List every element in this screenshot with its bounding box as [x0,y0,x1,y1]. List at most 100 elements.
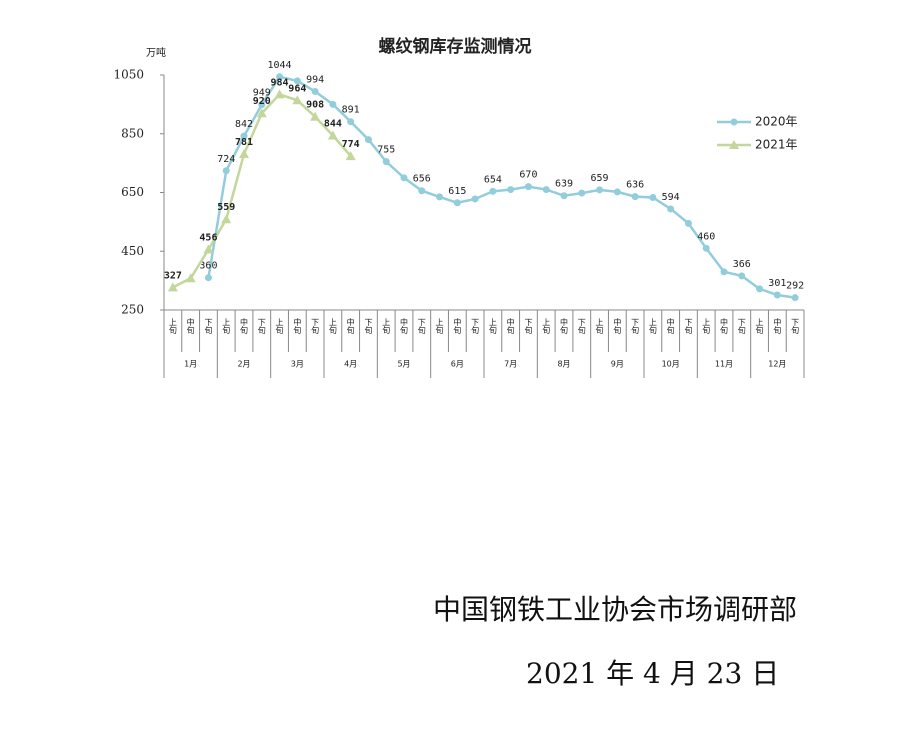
group-label: 2月 [237,360,250,369]
data-label: 949 [253,88,271,99]
data-label: 781 [235,137,253,148]
x-tick-label: 下旬 [524,318,533,335]
x-tick-label: 下旬 [737,318,746,335]
point [311,87,319,95]
point [329,100,337,108]
point [596,186,604,194]
x-tick-label: 中旬 [346,317,355,335]
point [773,291,781,299]
x-tick-label: 上旬 [755,318,764,335]
x-tick-label: 下旬 [257,318,266,335]
data-label: 456 [199,232,217,243]
point [256,108,267,118]
data-label: 842 [235,119,253,130]
x-tick-label: 上旬 [542,318,551,335]
point [720,268,728,276]
data-label: 724 [217,154,235,165]
data-label: 844 [324,119,342,130]
group-label: 5月 [397,360,410,369]
x-tick-label: 中旬 [720,317,729,335]
x-tick-label: 下旬 [577,318,586,335]
point [453,199,461,207]
point [167,282,178,292]
point [222,167,230,175]
point [436,193,444,201]
x-tick-label: 上旬 [648,318,657,335]
x-tick-label: 下旬 [204,318,213,335]
point [310,111,321,121]
point [684,219,692,227]
point [649,193,657,201]
data-label: 636 [626,180,644,191]
y-tick-label: 850 [121,126,144,140]
x-tick-label: 中旬 [506,317,515,335]
legend-marker [729,140,739,149]
data-label: 670 [519,170,537,181]
data-label: 656 [413,174,431,185]
point [382,158,390,166]
point [667,205,675,213]
point [258,101,266,109]
point [345,151,356,161]
data-label: 774 [342,139,360,150]
legend-label: 2020年 [755,115,798,129]
group-label: 7月 [504,360,517,369]
chart-title: 螺纹钢库存监测情况 [379,36,532,57]
point [524,183,532,191]
x-tick-label: 上旬 [222,318,231,335]
x-tick-label: 中旬 [400,317,409,335]
point [560,192,568,200]
data-label: 639 [555,179,573,190]
x-tick-label: 上旬 [488,318,497,335]
y-tick-label: 650 [121,185,144,199]
point [204,274,212,282]
x-tick-label: 上旬 [275,318,284,335]
point [364,136,372,144]
data-label: 559 [217,202,235,213]
point [274,89,285,99]
x-tick-label: 上旬 [702,318,711,335]
data-label: 366 [733,259,751,270]
data-label: 964 [288,83,306,94]
x-tick-label: 下旬 [311,318,320,335]
x-tick-label: 上旬 [435,318,444,335]
data-label: 360 [199,261,217,272]
legend-label: 2021年 [755,138,798,152]
x-tick-label: 中旬 [186,317,195,335]
group-label: 11月 [715,360,733,369]
chart: 螺纹钢库存监测情况 万吨 2504506508501050上旬 中旬 下旬 上旬 中旬下… [113,36,805,378]
series-line [207,75,796,299]
data-label: 659 [591,173,609,184]
data-label: 984 [271,77,289,88]
x-tick-label: 下旬 [417,318,426,335]
x-tick-label: 上旬 [382,318,391,335]
x-tick-label: 下旬 [471,318,480,335]
data-label: 327 [164,270,182,281]
group-label: 3月 [291,360,304,369]
x-tick-label: 中旬 [453,317,462,335]
data-label: 1044 [268,60,292,71]
data-label: 292 [786,281,804,292]
data-label: 891 [342,105,360,116]
point [400,174,408,182]
data-label: 755 [377,145,395,156]
point [702,244,710,252]
point [578,189,586,197]
data-label: 920 [253,96,271,107]
x-tick-label: 下旬 [684,318,693,335]
point [489,187,497,195]
group-label: 9月 [611,360,624,369]
point [613,188,621,196]
x-tick-label: 下旬 [364,318,373,335]
x-tick-label: 下旬 [631,318,640,335]
point [756,285,764,293]
point [185,273,196,283]
legend-marker [730,118,738,126]
x-tick-label: 下旬 [791,318,800,335]
y-tick-label: 450 [121,244,144,258]
group-label: 1月 [184,360,197,369]
x-tick-label: 上旬 [328,318,337,335]
x-tick-label: 中旬 [666,317,675,335]
point [631,193,639,201]
